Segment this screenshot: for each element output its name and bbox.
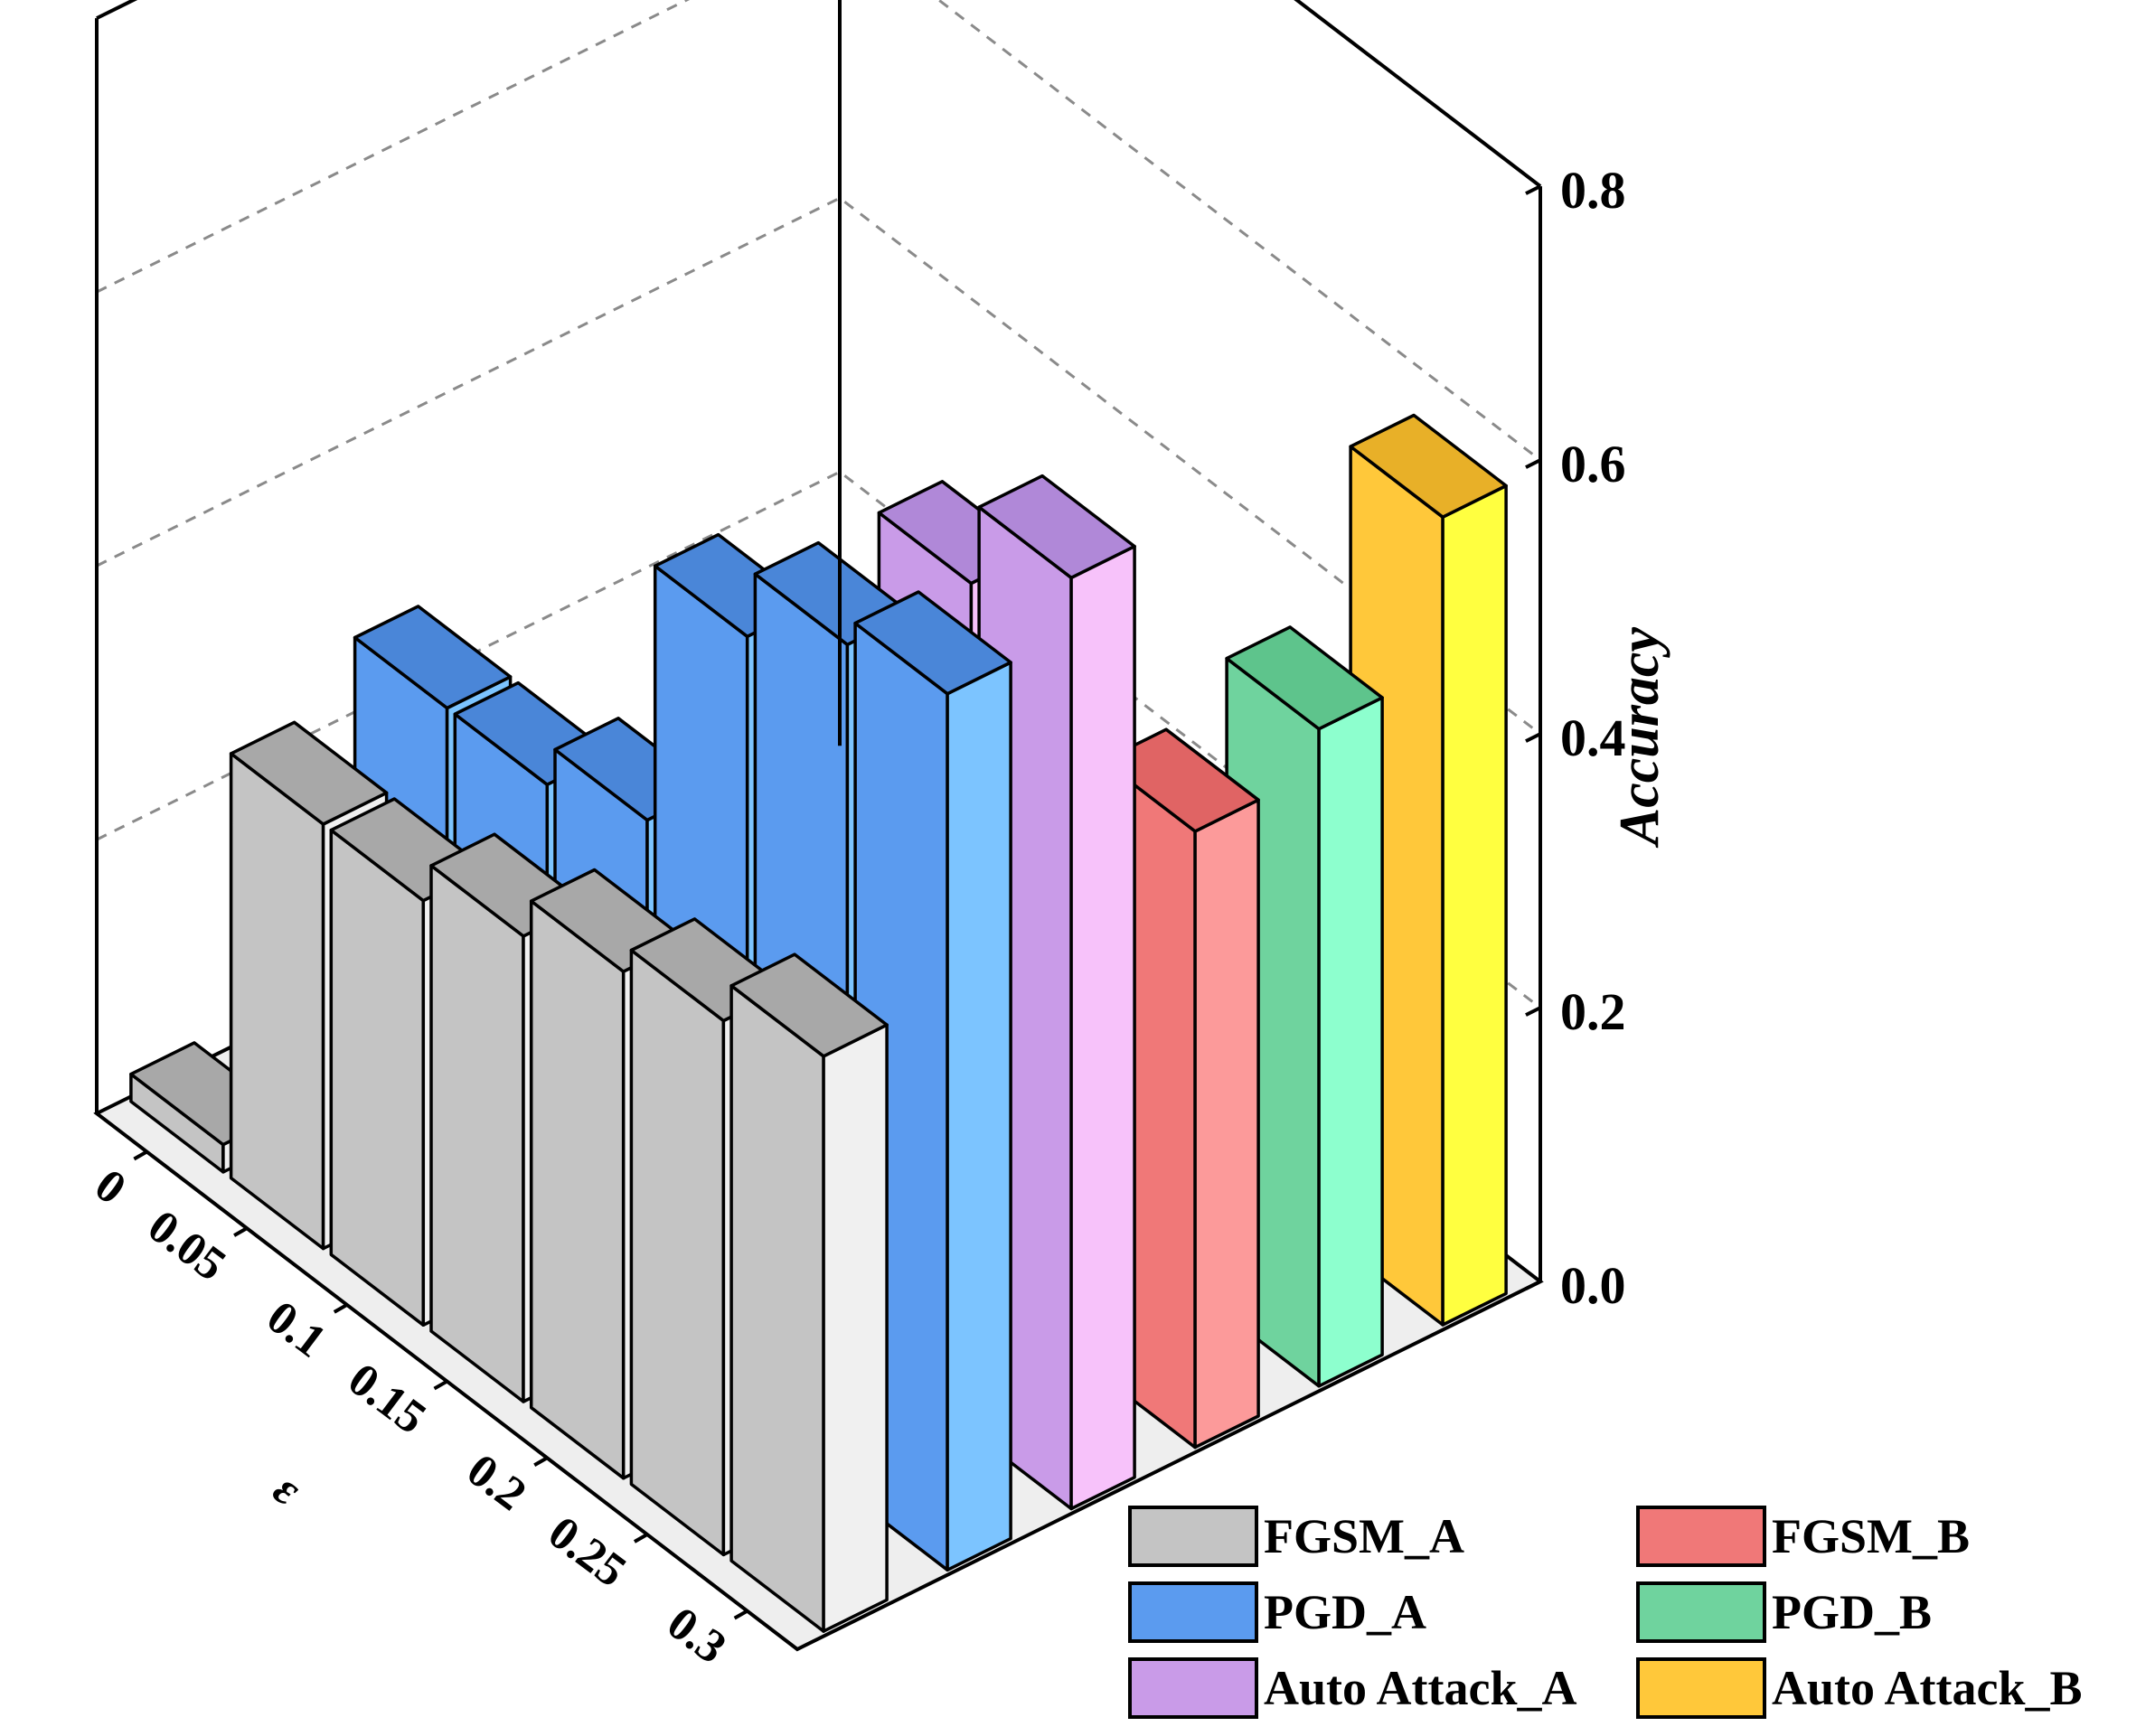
bar-fgsm_a-0.3 <box>729 952 889 1633</box>
z-tick-label: 0.2 <box>1560 982 1626 1041</box>
z-tick-label: 0.8 <box>1560 161 1626 220</box>
z-tick-mark <box>1525 1280 1541 1290</box>
legend-swatch <box>1128 1581 1258 1643</box>
x-tick-mark <box>133 1150 148 1161</box>
legend-swatch <box>1128 1657 1258 1719</box>
legend-label: PGD_A <box>1264 1585 1426 1639</box>
legend-entry-auto-attack_b: Auto Attack_B <box>1636 1657 2083 1719</box>
bar-top-face <box>1225 625 1384 731</box>
legend-entry-fgsm_b: FGSM_B <box>1636 1506 1970 1567</box>
z-gridline <box>96 196 1541 736</box>
bar-top-face <box>729 952 889 1058</box>
chart-bars <box>129 413 1508 1633</box>
z-tick-label: 0.0 <box>1560 1256 1626 1315</box>
bar-side-face <box>629 948 726 1557</box>
z-tick-mark <box>1525 1006 1541 1017</box>
bar-front-face <box>822 1023 889 1633</box>
legend-label: Auto Attack_A <box>1264 1661 1577 1715</box>
legend-swatch <box>1636 1657 1766 1719</box>
bar-side-face <box>529 899 626 1480</box>
bar-front-face <box>1193 798 1260 1450</box>
x-tick-mark <box>733 1609 748 1620</box>
bar-front-face <box>1317 696 1384 1388</box>
legend-label: FGSM_B <box>1772 1509 1970 1563</box>
z-tick-label: 0.4 <box>1560 708 1626 767</box>
bar-side-face <box>729 984 825 1633</box>
bar-top-face <box>853 590 1012 696</box>
legend-swatch <box>1636 1506 1766 1567</box>
x-tick-label: 0.05 <box>138 1200 235 1290</box>
legend-label: FGSM_A <box>1264 1509 1464 1563</box>
legend-entry-auto-attack_a: Auto Attack_A <box>1128 1657 1577 1719</box>
z-tick-mark <box>1525 184 1541 195</box>
z-tick-mark <box>1525 458 1541 469</box>
chart-frame-line <box>1294 0 1542 188</box>
bar-top-face <box>353 605 513 710</box>
bar-side-face <box>229 752 325 1251</box>
z-tick-mark <box>1525 732 1541 743</box>
x-tick-mark <box>633 1533 648 1544</box>
bar-top-face <box>1349 413 1508 519</box>
bar-top-face <box>229 720 389 826</box>
legend-entry-fgsm_a: FGSM_A <box>1128 1506 1464 1567</box>
x-tick-label: 0.25 <box>539 1506 635 1597</box>
legend-entry-pgd_a: PGD_A <box>1128 1581 1426 1643</box>
z-axis-label: Accuracy <box>1609 627 1670 849</box>
legend-swatch <box>1128 1506 1258 1567</box>
x-tick-label: 0.15 <box>339 1354 436 1444</box>
legend-entry-pgd_b: PGD_B <box>1636 1581 1932 1643</box>
x-tick-label: 0.3 <box>658 1598 736 1675</box>
z-gridline <box>96 0 1541 462</box>
legend-label: Auto Attack_B <box>1772 1661 2083 1715</box>
legend-label: PGD_B <box>1772 1585 1932 1639</box>
x-tick-mark <box>533 1456 549 1467</box>
x-tick-mark <box>233 1226 249 1237</box>
x-tick-mark <box>433 1379 448 1391</box>
x-tick-mark <box>333 1303 348 1314</box>
bar-side-face <box>429 864 525 1403</box>
z-tick-label: 0.6 <box>1560 435 1626 493</box>
x-axis-label: ε <box>264 1463 310 1515</box>
x-tick-label: 0.1 <box>258 1291 335 1368</box>
bar-front-face <box>1069 544 1136 1511</box>
bar-auto-attack_b-0.3 <box>1349 413 1508 1327</box>
x-tick-label: 0 <box>85 1159 135 1215</box>
bar-top-face <box>977 474 1136 580</box>
legend-swatch <box>1636 1581 1766 1643</box>
x-tick-label: 0.2 <box>457 1444 535 1521</box>
legend: FGSM_A FGSM_B PGD_A PGD_B Auto Attack_A Auto … <box>1128 1506 2083 1719</box>
bar-front-face <box>1441 483 1508 1327</box>
bar-front-face <box>946 661 1012 1572</box>
bar-side-face <box>329 828 426 1328</box>
